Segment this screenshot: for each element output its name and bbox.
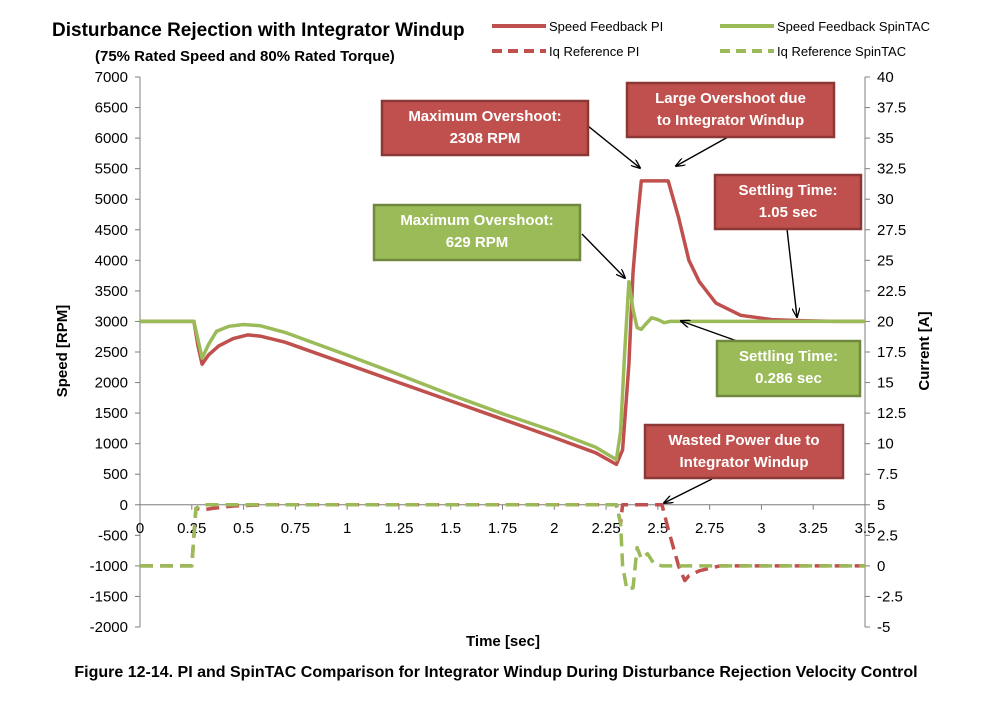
y2-tick-label: 30 [877, 191, 894, 208]
annotation-arrow [786, 228, 797, 317]
y-tick-label: 5000 [95, 191, 128, 208]
y2-tick-label: 10 [877, 436, 894, 453]
x-tick-label: 1.5 [440, 520, 461, 537]
y2-tick-label: -2.5 [877, 588, 903, 605]
y-tick-label: 2000 [95, 375, 128, 392]
annotation-text: 0.286 sec [755, 370, 822, 387]
annotation-arrow [676, 136, 729, 166]
y2-tick-label: 2.5 [877, 527, 898, 544]
y2-axis-label: Current [A] [916, 311, 933, 390]
chart: 7000650060005500500045004000350030002500… [52, 19, 933, 650]
x-tick-label: 3.25 [799, 520, 828, 537]
x-tick-label: 3.5 [855, 520, 876, 537]
titles: Disturbance Rejection with Integrator Wi… [52, 20, 933, 650]
legend-label: Speed Feedback SpinTAC [777, 19, 930, 34]
annotation-arrow [581, 233, 625, 278]
y2-tick-label: -5 [877, 619, 890, 636]
annotation-box [380, 99, 590, 157]
y-tick-label: -1500 [90, 588, 128, 605]
annotation-text: Maximum Overshoot: [408, 108, 561, 125]
annotation-text: Settling Time: [739, 182, 838, 199]
y2-tick-label: 5 [877, 497, 885, 514]
y2-tick-label: 12.5 [877, 405, 906, 422]
legend-label: Iq Reference PI [549, 44, 639, 59]
y2-tick-label: 0 [877, 558, 885, 575]
y2-tick-label: 40 [877, 69, 894, 86]
x-tick-label: 2.25 [591, 520, 620, 537]
annotation-text: Integrator Windup [679, 454, 808, 471]
axes [135, 76, 870, 628]
annotation-box [643, 423, 845, 480]
y2-tick-label: 20 [877, 313, 894, 330]
annotations: Maximum Overshoot: 2308 RPM Large Overshoo… [372, 81, 863, 480]
y-tick-label: 7000 [95, 69, 128, 86]
chart-title: Disturbance Rejection with Integrator Wi… [52, 20, 465, 41]
annotation-box [715, 339, 862, 398]
series-speed-feedback-pi [140, 179, 865, 467]
y-tick-label: 0 [120, 497, 128, 514]
annotation-box [713, 173, 863, 231]
y-tick-label: 4500 [95, 222, 128, 239]
annotation-text: Large Overshoot due [655, 90, 806, 107]
y-tick-label: 5500 [95, 161, 128, 178]
annotation-text: Wasted Power due to [668, 432, 819, 449]
y2-tick-label: 17.5 [877, 344, 906, 361]
x-tick-label: 2.75 [695, 520, 724, 537]
x-tick-label: 1.75 [488, 520, 517, 537]
y-tick-label: 1500 [95, 405, 128, 422]
x-tick-label: 3 [757, 520, 765, 537]
y-tick-label: -500 [98, 527, 128, 544]
annotation-text: Settling Time: [739, 348, 838, 365]
series-lines [140, 179, 865, 591]
y2-tick-label: 37.5 [877, 100, 906, 117]
x-tick-label: 0 [136, 520, 144, 537]
annotation-text: to Integrator Windup [657, 112, 804, 129]
annotation-text: 629 RPM [446, 234, 509, 251]
annotation-text: 2308 RPM [450, 130, 521, 147]
y2-tick-label: 35 [877, 130, 894, 147]
x-tick-label: 1.25 [384, 520, 413, 537]
legend: Speed Feedback PI Speed Feedback SpinTAC I… [492, 19, 930, 59]
y-tick-label: 4000 [95, 252, 128, 269]
legend-label: Iq Reference SpinTAC [777, 44, 906, 59]
x-axis-label: Time [sec] [466, 633, 540, 650]
annotation-box [372, 203, 582, 262]
annotation-arrow [587, 125, 640, 168]
x-tick-label: 2.5 [647, 520, 668, 537]
y2-tick-label: 32.5 [877, 161, 906, 178]
y-tick-label: 6000 [95, 130, 128, 147]
series-iq-reference-pi [140, 503, 865, 583]
y2-tick-label: 7.5 [877, 466, 898, 483]
series-iq-reference-spintac [140, 503, 865, 591]
y2-tick-label: 27.5 [877, 222, 906, 239]
chart-subtitle: (75% Rated Speed and 80% Rated Torque) [95, 48, 395, 65]
x-tick-label: 0.5 [233, 520, 254, 537]
x-tick-label: 0.75 [281, 520, 310, 537]
x-tick-label: 1 [343, 520, 351, 537]
y-tick-label: -1000 [90, 558, 128, 575]
y-tick-label: 500 [103, 466, 128, 483]
annotation-arrows [581, 125, 797, 503]
y-tick-label: 1000 [95, 436, 128, 453]
y2-tick-label: 22.5 [877, 283, 906, 300]
y-tick-label: 3000 [95, 313, 128, 330]
y-tick-label: 2500 [95, 344, 128, 361]
y-axis-label: Speed [RPM] [54, 305, 71, 398]
annotation-arrow [664, 478, 713, 503]
y-tick-label: -2000 [90, 619, 128, 636]
x-tick-label: 0.25 [177, 520, 206, 537]
y2-tick-label: 15 [877, 375, 894, 392]
tick-labels: 7000650060005500500045004000350030002500… [90, 69, 907, 636]
y-tick-label: 6500 [95, 100, 128, 117]
series-speed-feedback-spintac [140, 279, 865, 462]
figure-caption: Figure 12-14. PI and SpinTAC Comparison … [74, 664, 918, 681]
annotation-box [625, 81, 836, 139]
legend-label: Speed Feedback PI [549, 19, 663, 34]
y2-tick-label: 25 [877, 252, 894, 269]
annotation-text: 1.05 sec [759, 204, 817, 221]
annotation-arrow [681, 321, 738, 342]
annotation-text: Maximum Overshoot: [400, 212, 553, 229]
y-tick-label: 3500 [95, 283, 128, 300]
x-tick-label: 2 [550, 520, 558, 537]
